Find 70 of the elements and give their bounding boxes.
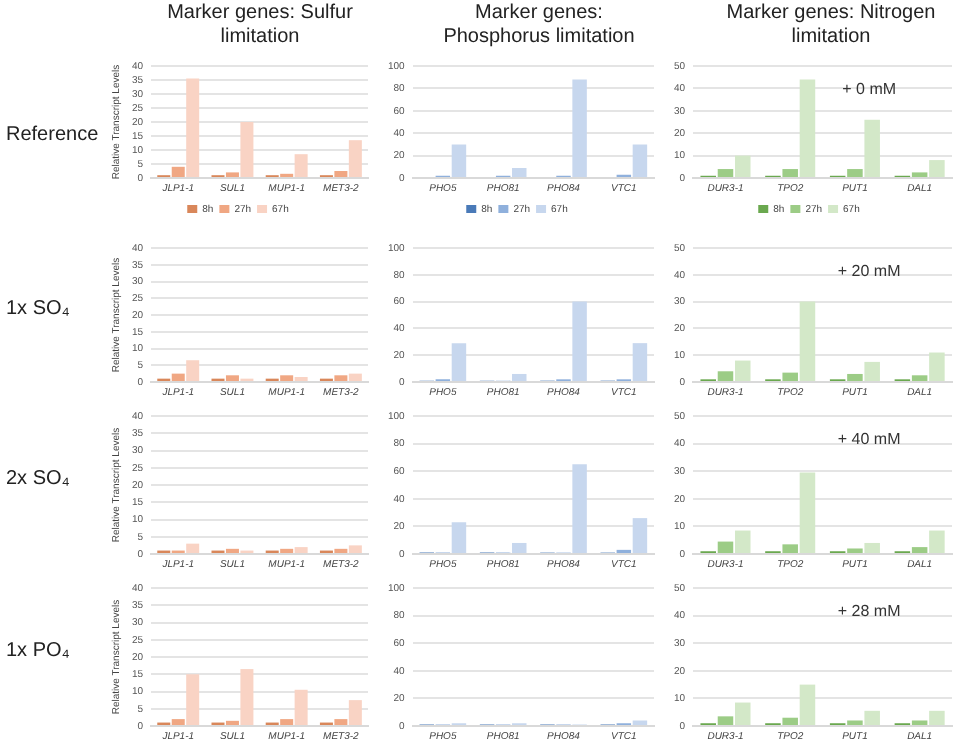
bar xyxy=(451,144,467,177)
annotation: + 40 mM xyxy=(837,430,902,449)
bar xyxy=(734,530,751,553)
text: 1x SO₄ xyxy=(6,298,70,320)
bar xyxy=(632,518,648,553)
chart-title: Marker genes: Sulfur limitation xyxy=(165,0,355,52)
bar xyxy=(334,375,348,381)
bar xyxy=(717,169,734,177)
bar xyxy=(171,166,185,177)
bar xyxy=(799,79,816,177)
bar xyxy=(911,547,928,553)
bar xyxy=(929,160,945,177)
bar xyxy=(512,373,527,381)
bar xyxy=(512,167,527,177)
bar xyxy=(717,541,734,553)
bar xyxy=(847,373,863,381)
bar xyxy=(348,700,362,725)
bar xyxy=(717,716,734,725)
bar xyxy=(572,79,587,177)
bar xyxy=(911,375,928,381)
bar xyxy=(348,373,362,381)
bar xyxy=(171,373,185,381)
bar xyxy=(240,669,254,725)
bar xyxy=(717,371,734,381)
bar xyxy=(734,360,751,381)
annotation: + 20 mM xyxy=(837,262,902,281)
bar xyxy=(632,144,648,177)
bar xyxy=(186,674,200,725)
bar xyxy=(280,719,294,725)
bar xyxy=(799,472,816,553)
bar xyxy=(864,119,880,177)
bar xyxy=(782,169,798,177)
bar xyxy=(348,140,362,177)
bar xyxy=(847,169,863,177)
bar xyxy=(799,301,816,381)
bar xyxy=(451,343,467,381)
bar xyxy=(929,530,945,553)
bar xyxy=(632,343,648,381)
bar xyxy=(929,710,945,725)
bar xyxy=(186,360,200,381)
text: 2x SO₄ xyxy=(6,468,70,490)
annotation: + 28 mM xyxy=(837,602,902,621)
text: Reference xyxy=(6,123,99,145)
bar xyxy=(864,710,880,725)
bar xyxy=(451,522,467,553)
bar xyxy=(782,717,798,725)
bar xyxy=(240,122,254,177)
bar xyxy=(734,702,751,725)
bar xyxy=(294,154,308,177)
bar xyxy=(782,372,798,381)
bar xyxy=(294,689,308,725)
bar xyxy=(799,684,816,725)
chart-title: Marker genes: Nitrogen limitation xyxy=(724,0,938,52)
bar xyxy=(572,464,587,553)
bar xyxy=(929,352,945,381)
bar xyxy=(572,301,587,381)
bar xyxy=(734,155,751,177)
bar xyxy=(186,78,200,177)
bar xyxy=(334,171,348,177)
chart-title: Marker genes: Phosphorus limitation xyxy=(441,0,637,52)
bar xyxy=(225,375,239,381)
bar xyxy=(334,719,348,725)
text: 1x PO₄ xyxy=(6,640,70,662)
bar xyxy=(512,542,527,553)
bar xyxy=(864,542,880,553)
bar xyxy=(782,544,798,553)
bar xyxy=(171,719,185,725)
bar xyxy=(280,375,294,381)
bar xyxy=(864,361,880,381)
annotation: + 0 mM xyxy=(842,80,897,99)
